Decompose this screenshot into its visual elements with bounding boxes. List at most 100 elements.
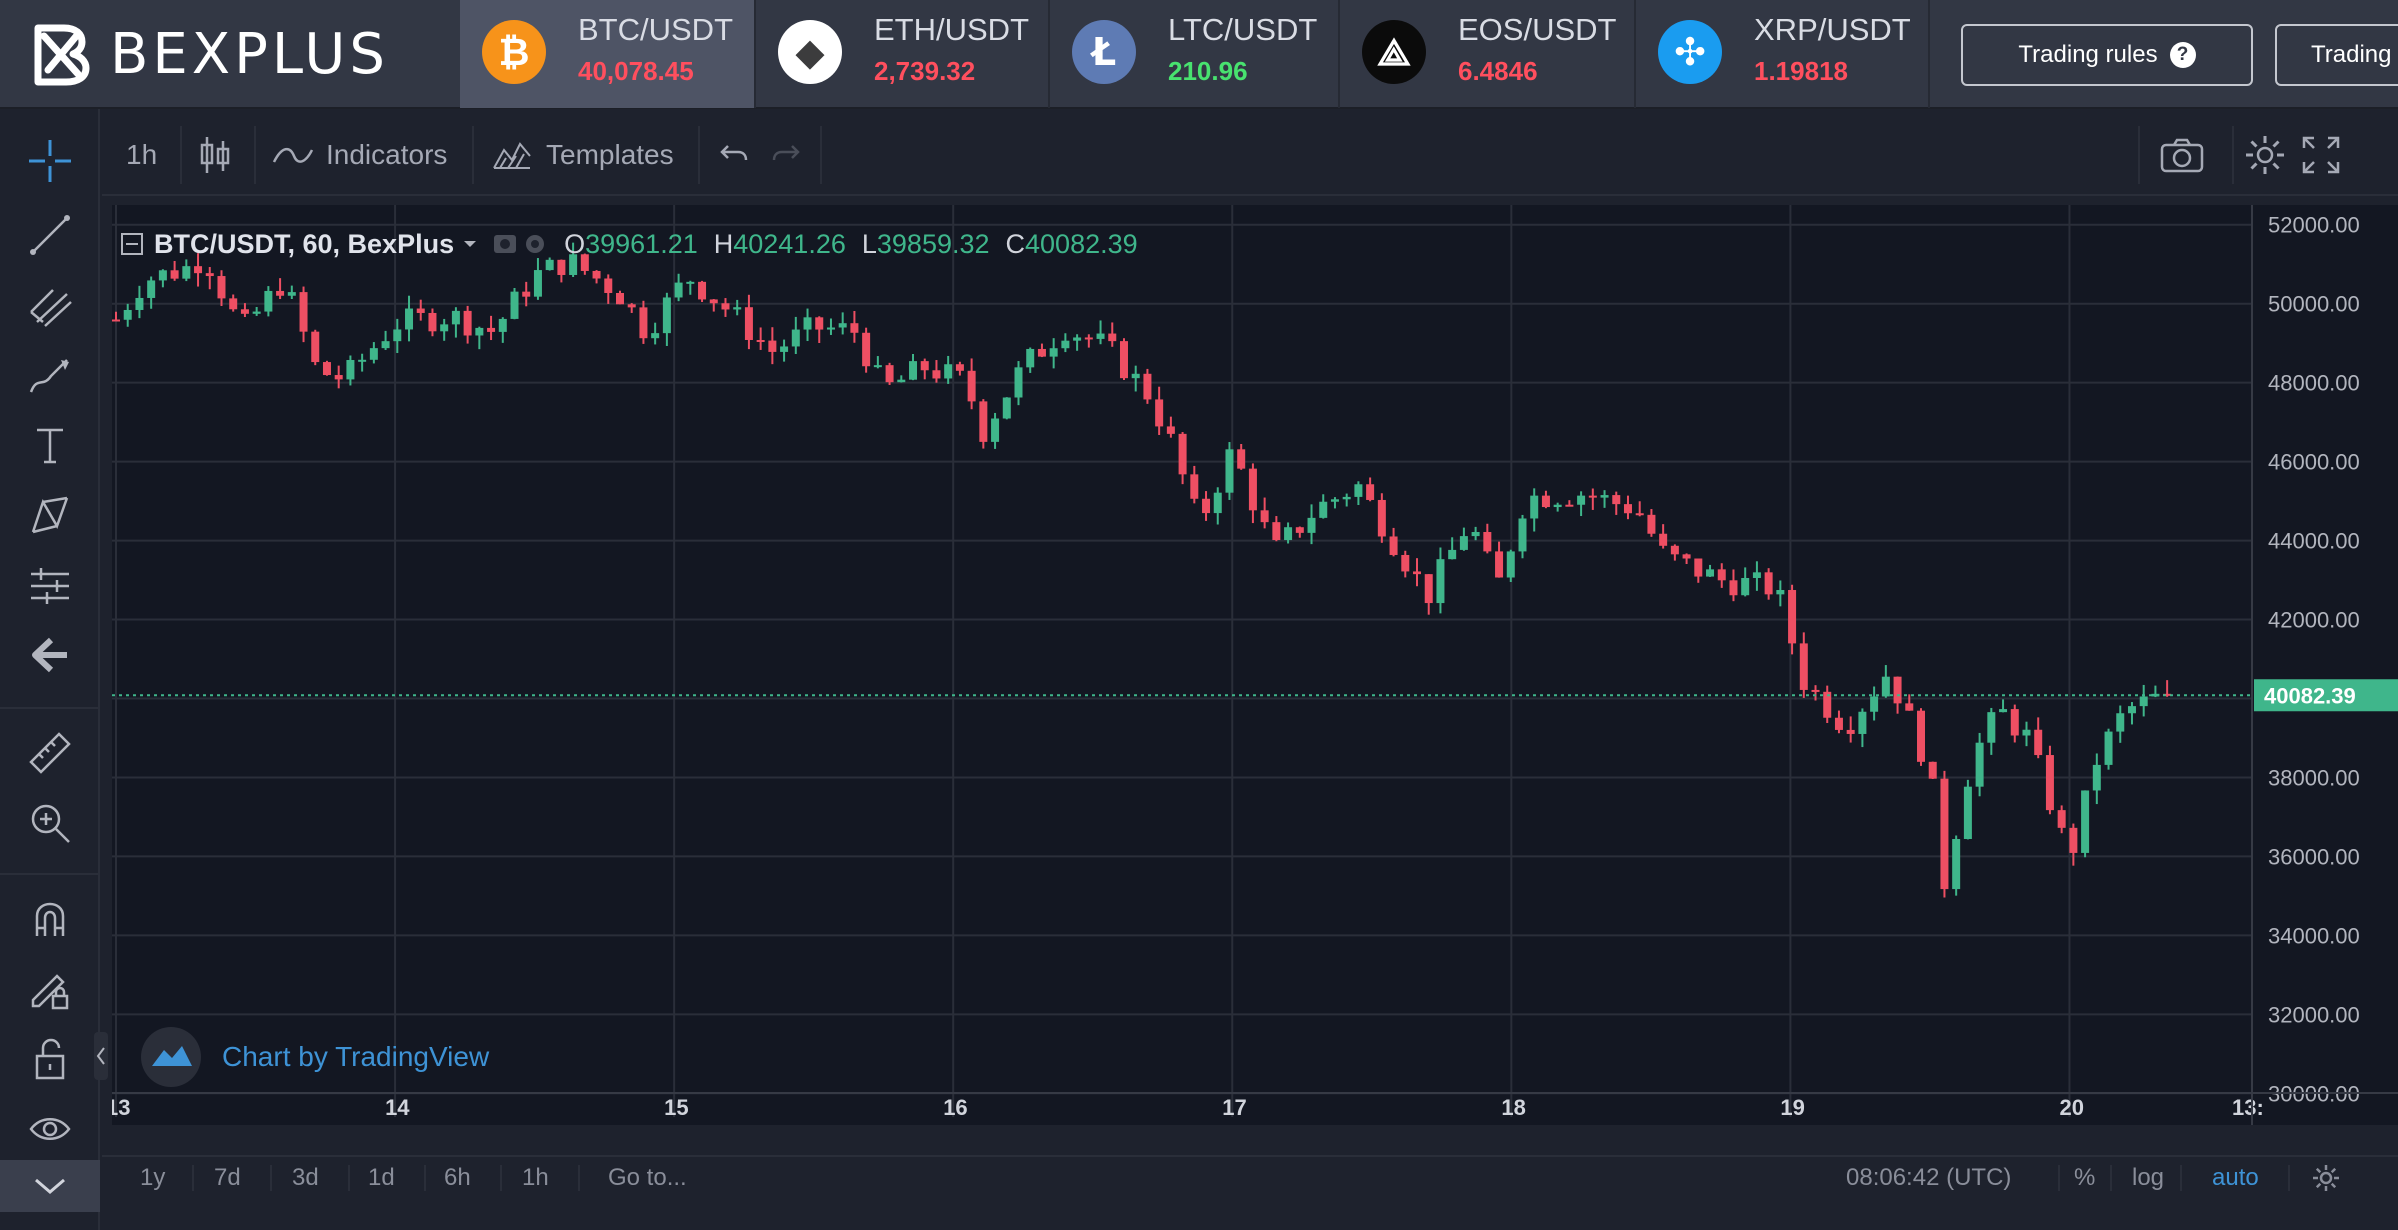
- text-tool-icon[interactable]: [20, 415, 80, 475]
- candle-down: [1588, 495, 1597, 498]
- candle-down: [698, 281, 707, 300]
- legend-symbol[interactable]: BTC/USDT, 60, BexPlus: [154, 228, 455, 259]
- interval-selector[interactable]: 1h: [126, 114, 157, 196]
- candle-down: [1190, 474, 1199, 499]
- collapse-toolbar-button[interactable]: [0, 1160, 100, 1212]
- trend-line-icon[interactable]: [20, 205, 80, 265]
- lock-drawing-icon[interactable]: [20, 959, 80, 1019]
- candle-up: [733, 307, 742, 310]
- ticker-ltc[interactable]: Ł LTC/USDT 210.96: [1050, 0, 1340, 108]
- toolbar-separator: [0, 873, 100, 875]
- percent-scale-toggle[interactable]: %: [2074, 1157, 2095, 1199]
- candle-up: [1096, 333, 1105, 339]
- eye-icon[interactable]: [20, 1099, 80, 1159]
- candle-up: [791, 329, 800, 347]
- price-chart[interactable]: 52000.00 50000.00 48000.00 46000.00 44000.00…: [112, 205, 2398, 1125]
- candle-down: [112, 319, 120, 322]
- litecoin-icon: Ł: [1072, 20, 1136, 84]
- fullscreen-icon[interactable]: [2302, 114, 2340, 196]
- utc-clock[interactable]: 08:06:42 (UTC): [1846, 1157, 2011, 1199]
- tradingview-watermark[interactable]: Chart by TradingView: [140, 1027, 489, 1087]
- candle-up: [1530, 495, 1539, 519]
- chart-settings-icon[interactable]: [2312, 1157, 2340, 1199]
- range-button-7d[interactable]: 7d: [214, 1164, 241, 1191]
- auto-label: auto: [2212, 1164, 2259, 1191]
- candle-down: [850, 323, 859, 333]
- indicators-button[interactable]: Indicators: [272, 114, 447, 196]
- zoom-in-icon[interactable]: [20, 793, 80, 853]
- unlock-icon[interactable]: [20, 1029, 80, 1089]
- ticker-eth[interactable]: ◆ ETH/USDT 2,739.32: [756, 0, 1050, 108]
- collapse-legend-icon[interactable]: [120, 232, 144, 256]
- candle-up: [264, 290, 273, 312]
- trading-button[interactable]: Trading: [2275, 24, 2398, 86]
- candle-up: [1213, 492, 1222, 514]
- ticker-btc[interactable]: ₿ BTC/USDT 40,078.45: [460, 0, 756, 108]
- chart-background: [112, 205, 2398, 1125]
- xrp-icon: ✣: [1658, 20, 1722, 84]
- candle-down: [592, 270, 601, 279]
- undo-icon[interactable]: [718, 114, 750, 196]
- caret-down-icon[interactable]: [462, 238, 478, 250]
- toolbar-separator: [698, 126, 700, 184]
- candle-up: [1448, 549, 1457, 560]
- bexplus-logo[interactable]: BEXPLUS: [30, 14, 389, 94]
- toolbar-separator: [2110, 1165, 2112, 1191]
- eye-settings-icon[interactable]: [492, 231, 518, 257]
- back-arrow-icon[interactable]: [20, 625, 80, 685]
- auto-scale-toggle[interactable]: auto: [2212, 1157, 2259, 1199]
- ticker-xrp[interactable]: ✣ XRP/USDT 1.19818: [1636, 0, 1930, 108]
- x-axis-tick-label: 13: [112, 1095, 130, 1120]
- ticker-pair: LTC/USDT: [1168, 12, 1318, 47]
- pitchfork-icon[interactable]: [20, 275, 80, 335]
- candle-down: [709, 299, 718, 304]
- candle-up: [2081, 790, 2090, 853]
- ruler-icon[interactable]: [20, 723, 80, 783]
- toolbar-separator: [820, 126, 822, 184]
- y-axis-tick-label: 32000.00: [2268, 1002, 2360, 1027]
- candle-up: [651, 333, 660, 339]
- crosshair-icon[interactable]: [20, 131, 80, 191]
- range-button-1y[interactable]: 1y: [140, 1164, 166, 1191]
- magnet-icon[interactable]: [20, 889, 80, 949]
- candle-up: [2092, 764, 2101, 791]
- toolbar-separator: [348, 1165, 350, 1191]
- candle-down: [885, 365, 894, 383]
- trading-rules-button[interactable]: Trading rules ?: [1961, 24, 2253, 86]
- x-axis-tick-label: 19: [1780, 1095, 1804, 1120]
- candle-down: [967, 370, 976, 402]
- candle-up: [569, 254, 578, 275]
- candle-down: [1413, 571, 1422, 575]
- legend-settings-icon[interactable]: [522, 231, 548, 257]
- candle-down: [639, 307, 648, 339]
- settings-gear-icon[interactable]: [2244, 114, 2286, 196]
- log-scale-toggle[interactable]: log: [2132, 1157, 2164, 1199]
- hide-toolbar-toggle[interactable]: [94, 1032, 108, 1080]
- candle-down: [1659, 533, 1668, 546]
- camera-icon[interactable]: [2160, 114, 2204, 196]
- brush-icon[interactable]: [20, 345, 80, 405]
- ticker-price: 2,739.32: [874, 56, 976, 86]
- candle-up: [1471, 532, 1480, 537]
- candle-up: [1436, 559, 1445, 604]
- range-button-6h[interactable]: 6h: [444, 1164, 471, 1191]
- prediction-icon[interactable]: [20, 555, 80, 615]
- range-button-1d[interactable]: 1d: [368, 1164, 395, 1191]
- ticker-price: 6.4846: [1458, 56, 1538, 86]
- templates-button[interactable]: Templates: [492, 114, 674, 196]
- low-value: 39859.32: [876, 228, 990, 259]
- goto-date-button[interactable]: Go to...: [608, 1157, 687, 1199]
- ticker-eos[interactable]: ⟁ EOS/USDT 6.4846: [1340, 0, 1636, 108]
- range-button-3d[interactable]: 3d: [292, 1164, 319, 1191]
- ticker-pair: ETH/USDT: [874, 12, 1029, 47]
- pattern-icon[interactable]: [20, 485, 80, 545]
- candle-up: [1741, 577, 1750, 596]
- range-button-1h[interactable]: 1h: [522, 1164, 549, 1191]
- candle-down: [1483, 532, 1492, 552]
- x-axis-tick-label: 14: [385, 1095, 410, 1120]
- y-axis-tick-label: 44000.00: [2268, 529, 2360, 554]
- redo-icon[interactable]: [770, 114, 802, 196]
- toolbar-separator: [254, 126, 256, 184]
- candles-icon[interactable]: [198, 114, 232, 196]
- candle-down: [1541, 495, 1550, 508]
